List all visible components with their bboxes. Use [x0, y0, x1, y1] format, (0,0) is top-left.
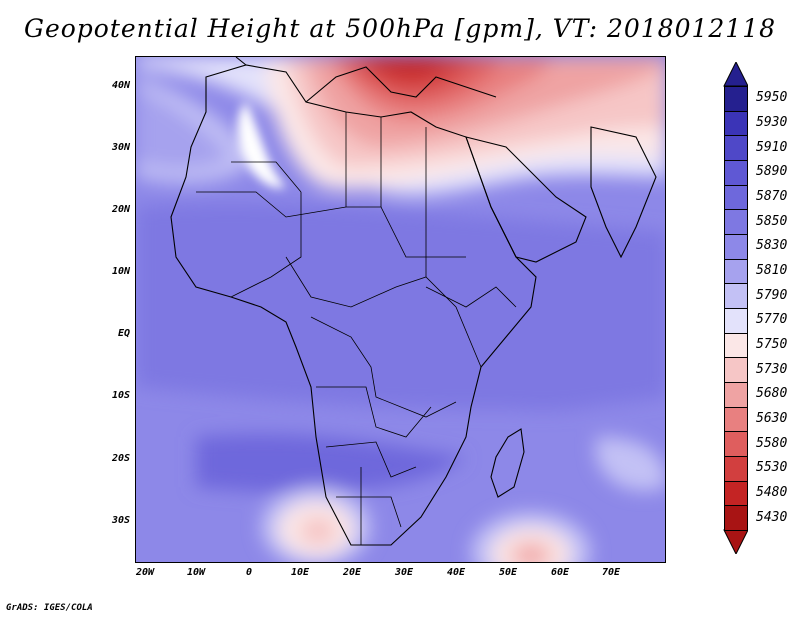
colorbar-cell: [724, 357, 748, 383]
colorbar-cell: [724, 234, 748, 260]
colorbar-label: 5890: [756, 164, 788, 180]
colorbar-label: 5870: [756, 189, 788, 204]
colorbar-cell: [724, 382, 748, 408]
colorbar-cell: [724, 209, 748, 235]
arabia-coastline: [465, 136, 587, 263]
colorbar-label: 5630: [756, 411, 788, 426]
colorbar-cell: [724, 110, 748, 137]
colorbar-label: 5530: [756, 460, 788, 476]
lon-label: 30E: [394, 567, 414, 578]
lat-label: 10S: [111, 390, 130, 401]
colorbar-top-arrow: [723, 62, 748, 87]
colorbar-cell: [724, 332, 748, 359]
colorbar-label: 5910: [756, 139, 788, 155]
lon-label: 20E: [342, 567, 362, 578]
colorbar-cell: [724, 456, 748, 482]
india-coastline: [590, 126, 657, 259]
chart-title: Geopotential Height at 500hPa [gpm], VT:…: [23, 14, 777, 43]
credit-text: GrADS: IGES/COLA: [6, 603, 93, 613]
colorbar-label: 5930: [756, 115, 788, 130]
lat-label: 30N: [111, 142, 130, 153]
coastlines: [170, 57, 657, 546]
colorbar-cell: [724, 406, 748, 433]
lat-label: 10N: [111, 266, 130, 277]
lat-label: 40N: [111, 80, 130, 91]
colorbar-label: 5580: [756, 435, 788, 451]
colorbar-label: 5950: [756, 90, 788, 106]
colorbar-label: 5810: [756, 263, 788, 278]
lat-label: 20N: [111, 204, 130, 215]
colorbar-cell: [724, 86, 748, 112]
lat-label: 30S: [111, 515, 130, 526]
colorbar-cell: [724, 283, 748, 309]
lon-label: 40E: [446, 567, 466, 578]
madagascar-coastline: [490, 428, 525, 498]
colorbar-cell: [724, 135, 748, 161]
lon-label: 20W: [135, 567, 155, 578]
colorbar-label: 5430: [756, 509, 788, 525]
colorbar-label: 5680: [756, 386, 788, 402]
colorbar-label: 5730: [756, 361, 788, 377]
colorbar-cell: [724, 505, 748, 531]
colorbar-label: 5790: [756, 287, 788, 303]
lon-label: 10W: [186, 567, 206, 578]
lat-label: 20S: [111, 453, 130, 464]
lon-label: 50E: [498, 567, 518, 578]
colorbar-cell: [724, 308, 748, 334]
colorbar-label: 5770: [756, 312, 788, 328]
lat-label: EQ: [117, 328, 130, 339]
colorbar-cell: [724, 480, 748, 507]
colorbar-cell: [724, 160, 748, 186]
map-panel: [135, 56, 666, 563]
colorbar: 5950 5930 5910 5890 5870 5850 5830 5810 5790 5770…: [714, 62, 794, 554]
country-borders: [196, 112, 517, 545]
lon-label: 0: [245, 567, 253, 578]
africa-coastline: [170, 64, 537, 546]
colorbar-label: 5480: [756, 485, 788, 500]
colorbar-label: 5750: [756, 337, 788, 352]
colorbar-cell: [724, 431, 748, 457]
colorbar-cell: [724, 184, 748, 211]
nw-ridge: [237, 102, 286, 188]
lon-label: 60E: [550, 567, 570, 578]
colorbar-cell: [724, 258, 748, 285]
height-field-map: [136, 57, 665, 562]
colorbar-label: 5830: [756, 238, 788, 254]
europe-coastline: [235, 57, 497, 103]
colorbar-label: 5850: [756, 213, 788, 229]
lon-label: 10E: [290, 567, 310, 578]
colorbar-bottom-arrow: [723, 529, 748, 554]
lon-label: 70E: [601, 567, 621, 578]
